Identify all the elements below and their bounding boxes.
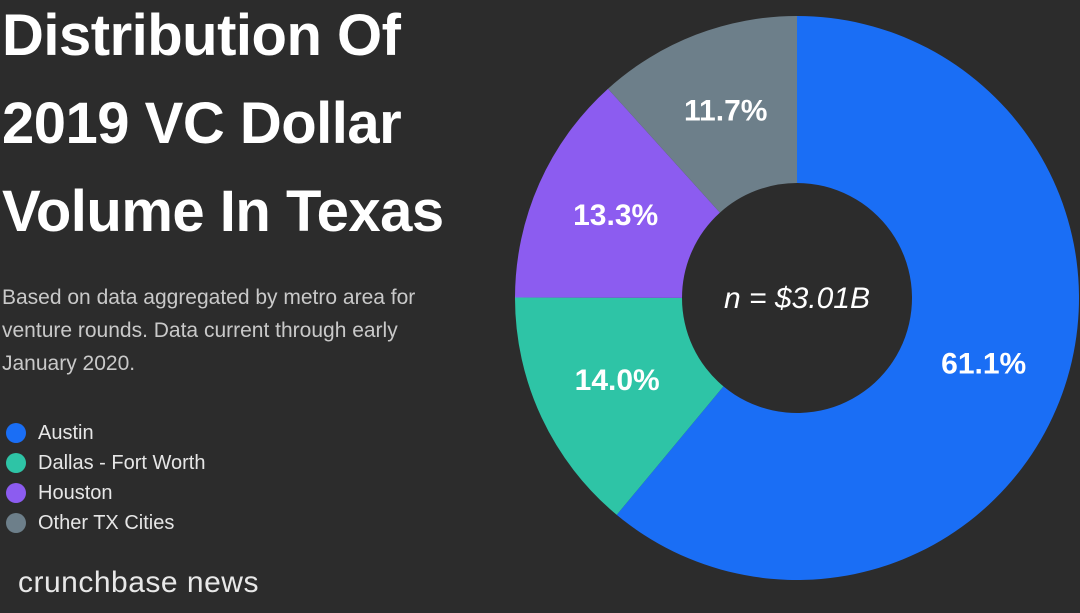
slice-label: 14.0% xyxy=(575,364,660,397)
legend-label: Houston xyxy=(38,481,113,504)
slice-label: 13.3% xyxy=(573,199,658,232)
chart-title: Distribution Of 2019 VC Dollar Volume In… xyxy=(2,3,444,244)
legend-item: Other TX Cities xyxy=(6,508,205,538)
slice-label: 11.7% xyxy=(684,95,767,128)
pie-slice xyxy=(515,88,720,298)
legend-label: Austin xyxy=(38,421,94,444)
legend-label: Other TX Cities xyxy=(38,511,175,534)
pie-slice xyxy=(616,16,1079,580)
legend-item: Houston xyxy=(6,478,205,508)
chart-subtitle: Based on data aggregated by metro area f… xyxy=(2,286,416,375)
legend-swatch xyxy=(6,513,26,533)
center-label: n = $3.01B xyxy=(724,282,870,315)
pie-slice xyxy=(515,297,724,515)
legend-swatch xyxy=(6,423,26,443)
legend-swatch xyxy=(6,483,26,503)
legend-label: Dallas - Fort Worth xyxy=(38,451,206,474)
slice-label: 61.1% xyxy=(941,347,1026,380)
legend-swatch xyxy=(6,453,26,473)
legend-item: Austin xyxy=(6,418,205,448)
pie-slice xyxy=(608,16,797,213)
legend-item: Dallas - Fort Worth xyxy=(6,448,205,478)
legend: Austin Dallas - Fort Worth Houston Other TX… xyxy=(6,418,205,538)
source-logo: crunchbase news xyxy=(18,566,259,599)
